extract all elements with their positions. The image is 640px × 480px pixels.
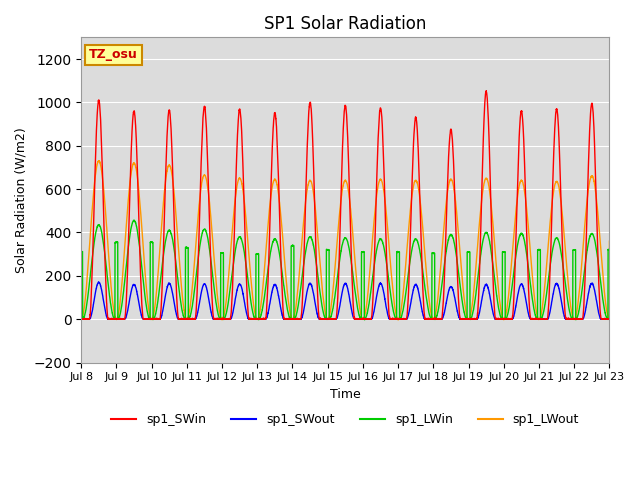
sp1_LWin (326, 316, 333, 322)
sp1_SWout (464, 316, 472, 322)
sp1_SWin (464, 316, 472, 322)
sp1_SWin (494, 316, 502, 322)
sp1_SWout (435, 316, 442, 322)
sp1_LWin (131, 217, 138, 223)
sp1_SWin (77, 316, 85, 322)
sp1_LWout (77, 235, 85, 240)
Line: sp1_LWout: sp1_LWout (81, 161, 609, 320)
sp1_LWout (605, 316, 612, 322)
sp1_SWout (77, 316, 85, 322)
sp1_SWin (483, 88, 490, 94)
sp1_SWout (605, 316, 612, 322)
sp1_SWout (605, 316, 613, 322)
sp1_LWout (394, 317, 402, 323)
sp1_LWin (255, 317, 262, 323)
sp1_LWout (494, 278, 502, 284)
sp1_SWin (435, 316, 442, 322)
sp1_SWout (95, 279, 102, 285)
sp1_LWout (435, 289, 442, 295)
sp1_LWout (464, 315, 472, 321)
sp1_SWout (493, 316, 501, 322)
sp1_LWin (77, 249, 85, 254)
sp1_LWin (494, 300, 502, 305)
sp1_SWout (172, 311, 180, 316)
Line: sp1_SWin: sp1_SWin (81, 91, 609, 319)
sp1_LWin (464, 249, 472, 255)
sp1_SWin (77, 316, 85, 322)
Line: sp1_LWin: sp1_LWin (81, 220, 609, 320)
sp1_LWout (172, 215, 180, 220)
sp1_SWin (172, 282, 180, 288)
Title: SP1 Solar Radiation: SP1 Solar Radiation (264, 15, 426, 33)
sp1_SWin (605, 316, 613, 322)
Text: TZ_osu: TZ_osu (89, 48, 138, 61)
sp1_LWout (326, 312, 333, 318)
sp1_SWin (326, 316, 333, 322)
sp1_SWin (605, 316, 612, 322)
sp1_LWin (172, 263, 180, 268)
X-axis label: Time: Time (330, 388, 361, 401)
sp1_LWout (95, 158, 102, 164)
sp1_LWin (435, 306, 442, 312)
sp1_SWout (326, 316, 333, 322)
Legend: sp1_SWin, sp1_SWout, sp1_LWin, sp1_LWout: sp1_SWin, sp1_SWout, sp1_LWin, sp1_LWout (106, 408, 584, 431)
sp1_LWin (605, 247, 612, 253)
Y-axis label: Solar Radiation (W/m2): Solar Radiation (W/m2) (15, 127, 28, 273)
sp1_LWout (605, 239, 613, 244)
Line: sp1_SWout: sp1_SWout (81, 282, 609, 319)
sp1_LWin (605, 247, 613, 253)
